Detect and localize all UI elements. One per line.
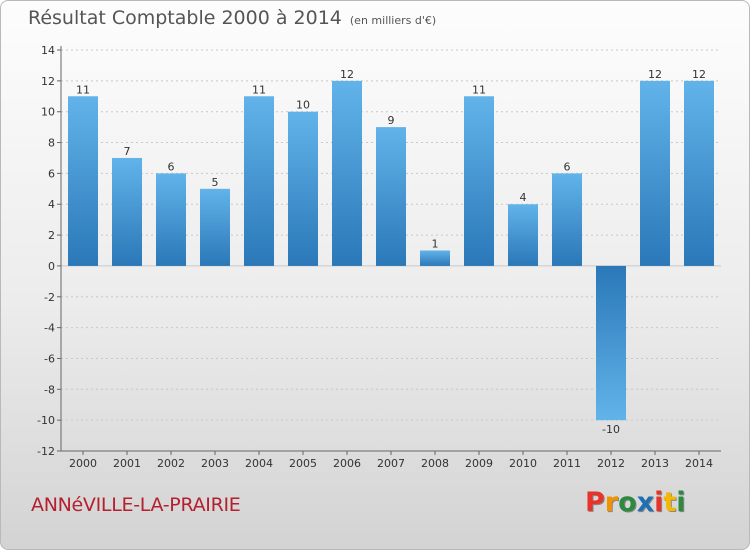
data-label: 11	[76, 83, 90, 96]
proxiti-logo[interactable]: Proxiti	[585, 487, 686, 518]
x-tick-label: 2013	[641, 457, 669, 470]
y-tick-label: -12	[37, 445, 55, 458]
x-tick-label: 2005	[289, 457, 317, 470]
x-tick-label: 2008	[421, 457, 449, 470]
data-label: 11	[472, 83, 486, 96]
data-label: 6	[168, 160, 175, 173]
bar-2013[interactable]	[640, 80, 670, 266]
data-label: 4	[520, 191, 527, 204]
x-tick-label: 2002	[157, 457, 185, 470]
bar-2010[interactable]	[508, 204, 538, 266]
axes	[57, 46, 721, 455]
y-tick-label: -6	[44, 352, 55, 365]
commune-name: ANNéVILLE-LA-PRAIRIE	[31, 494, 241, 516]
y-tick-label: 14	[41, 44, 55, 57]
x-tick-label: 2014	[685, 457, 713, 470]
chart-unit: (en milliers d'€)	[349, 14, 437, 27]
logo-letter: o	[618, 487, 637, 518]
bar-2002[interactable]	[156, 173, 186, 266]
y-tick-label: -10	[37, 414, 55, 427]
bar-2005[interactable]	[288, 111, 318, 266]
y-tick-label: 8	[48, 137, 55, 150]
x-tick-label: 2012	[597, 457, 625, 470]
chart-title-text: Résultat Comptable 2000 à 2014	[28, 7, 342, 29]
data-label: 12	[648, 68, 662, 81]
bar-2008[interactable]	[420, 250, 450, 266]
x-tick-label: 2010	[509, 457, 537, 470]
y-tick-label: 10	[41, 106, 55, 119]
logo-letter: i	[676, 487, 686, 518]
logo-letter: r	[604, 487, 619, 518]
logo-letter: P	[585, 487, 605, 518]
y-tick-label: -4	[44, 322, 55, 335]
bar-2000[interactable]	[68, 96, 98, 266]
bar-2011[interactable]	[552, 173, 582, 266]
bar-2012[interactable]	[596, 265, 626, 421]
data-label: 6	[564, 160, 571, 173]
labels: 14121086420-2-4-6-8-10-12112000720016200…	[37, 44, 713, 470]
chart-title: Résultat Comptable 2000 à 2014 (en millie…	[28, 7, 436, 29]
x-tick-label: 2006	[333, 457, 361, 470]
bar-2014[interactable]	[684, 80, 714, 266]
data-label: 11	[252, 83, 266, 96]
y-tick-label: 2	[48, 229, 55, 242]
logo-letter: i	[654, 487, 664, 518]
x-tick-label: 2001	[113, 457, 141, 470]
x-tick-label: 2004	[245, 457, 273, 470]
bar-2007[interactable]	[376, 127, 406, 266]
y-tick-label: 12	[41, 75, 55, 88]
logo-letter: t	[663, 487, 677, 518]
logo-letter: x	[636, 487, 655, 518]
data-label: 10	[296, 99, 310, 112]
data-label: 12	[340, 68, 354, 81]
y-tick-label: -2	[44, 291, 55, 304]
data-label: 1	[432, 238, 439, 251]
bar-2004[interactable]	[244, 96, 274, 266]
data-label: 9	[388, 114, 395, 127]
data-label: 7	[124, 145, 131, 158]
bars	[68, 80, 714, 421]
x-tick-label: 2003	[201, 457, 229, 470]
x-tick-label: 2011	[553, 457, 581, 470]
x-tick-label: 2000	[69, 457, 97, 470]
data-label: 5	[212, 176, 219, 189]
data-label: -10	[602, 423, 620, 436]
y-tick-label: -8	[44, 383, 55, 396]
bar-2009[interactable]	[464, 96, 494, 266]
data-label: 12	[692, 68, 706, 81]
y-tick-label: 0	[48, 260, 55, 273]
y-tick-label: 6	[48, 167, 55, 180]
x-tick-label: 2009	[465, 457, 493, 470]
y-tick-label: 4	[48, 198, 55, 211]
bar-2006[interactable]	[332, 80, 362, 266]
bar-2003[interactable]	[200, 188, 230, 266]
x-tick-label: 2007	[377, 457, 405, 470]
bar-2001[interactable]	[112, 157, 142, 266]
